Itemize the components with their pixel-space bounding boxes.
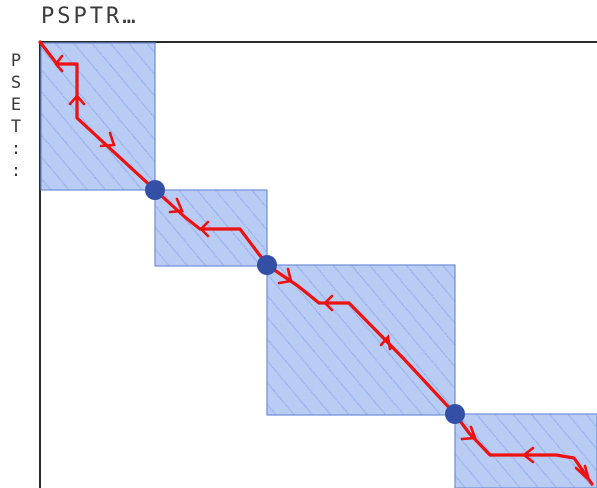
left-axis-char: E xyxy=(10,95,22,115)
arrow-head xyxy=(168,197,184,214)
arrow-head xyxy=(323,294,334,312)
arrow-head xyxy=(460,425,477,441)
block-3 xyxy=(266,264,456,416)
arrow-head xyxy=(99,131,116,148)
left-axis-char: S xyxy=(10,73,22,93)
left-axis-label: P S E T : : xyxy=(5,50,27,182)
node-1 xyxy=(145,180,165,200)
left-axis-char: T xyxy=(10,117,22,137)
block-4 xyxy=(454,413,597,488)
arrow-head xyxy=(574,464,592,485)
arrow-head xyxy=(379,334,392,351)
warp-path xyxy=(38,40,594,486)
node-3 xyxy=(445,404,465,424)
arrow-head xyxy=(54,54,64,73)
arrow-head xyxy=(199,220,210,238)
left-axis-char: P xyxy=(10,51,22,71)
arrow-head xyxy=(277,267,293,285)
top-axis-label: PSPTR… xyxy=(41,4,139,29)
arrow-head xyxy=(521,446,535,464)
left-axis-char: : xyxy=(10,161,22,181)
left-axis-char: : xyxy=(10,139,22,159)
node-2 xyxy=(257,255,277,275)
arrow-head xyxy=(68,94,86,106)
